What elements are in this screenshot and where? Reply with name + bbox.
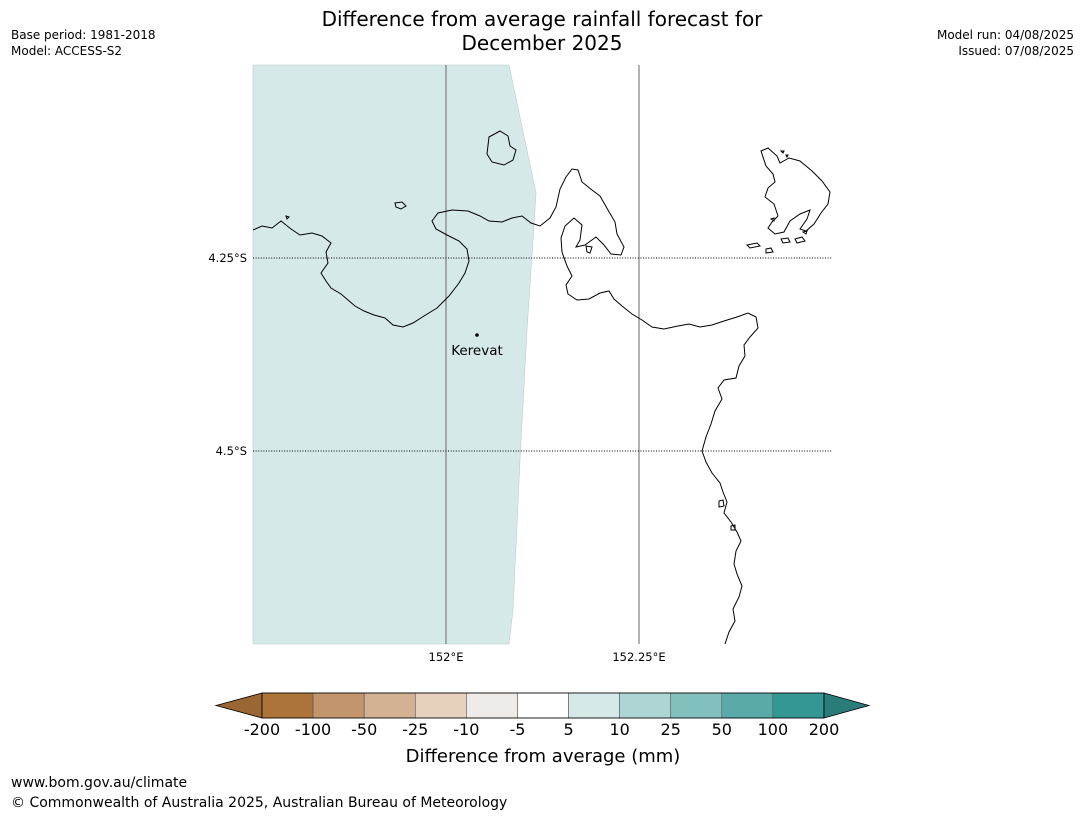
colorbar-tick-label: 10 — [609, 720, 629, 739]
lon-label-152e: 152°E — [429, 650, 464, 664]
kerevat-marker — [475, 333, 479, 337]
colorbar-cell — [363, 692, 416, 719]
base-period-text: Base period: 1981-2018 — [11, 28, 156, 42]
islands-east — [760, 147, 831, 235]
title-line-2: December 2025 — [461, 31, 623, 55]
graticule — [253, 65, 832, 644]
colorbar-cell — [414, 692, 467, 719]
islet-east-4 — [794, 236, 806, 244]
colorbar-cell — [619, 692, 672, 719]
issued-text: Issued: 07/08/2025 — [958, 44, 1074, 58]
run-info: Model run: 04/08/2025 Issued: 07/08/2025 — [937, 27, 1074, 59]
colorbar-cell — [721, 692, 774, 719]
colorbar-tick-label: -100 — [295, 720, 331, 739]
forecast-map: Kerevat 4.25°S 4.5°S 152°E 152.25°E -200… — [208, 64, 871, 767]
coast-west — [252, 168, 759, 645]
kerevat-label: Kerevat — [451, 343, 503, 359]
islet-south-1 — [718, 499, 725, 508]
colorbar-tick-label: 25 — [661, 720, 681, 739]
colorbar-cell — [466, 692, 518, 719]
island-north — [486, 130, 517, 166]
colorbar-over-arrow — [823, 692, 871, 719]
footer-copyright: © Commonwealth of Australia 2025, Austra… — [11, 795, 508, 811]
islet-east-3 — [780, 237, 791, 244]
colorbar-under-arrow — [214, 692, 263, 719]
title-line-1: Difference from average rainfall forecas… — [321, 7, 763, 31]
colorbar-tick-label: -10 — [453, 720, 479, 739]
islet-east-5 — [769, 217, 775, 222]
lat-label-4-25s: 4.25°S — [208, 251, 247, 265]
colorbar-tick-label: -5 — [509, 720, 525, 739]
colorbar-cell — [568, 692, 620, 719]
coastline — [252, 130, 831, 645]
islet-west — [285, 215, 290, 220]
colorbar-tick-label: -200 — [244, 720, 280, 739]
colorbar-tick-labels: -200 -100 -50 -25 -10 -5 5 10 25 50 100 200 — [244, 720, 839, 739]
model-run-text: Model run: 04/08/2025 — [936, 28, 1074, 42]
model-name-text: Model: ACCESS-S2 — [11, 44, 123, 58]
islet-ne-1 — [779, 150, 785, 154]
colorbar-tick-label: -25 — [402, 720, 428, 739]
lon-label-152-25e: 152.25°E — [612, 650, 665, 664]
islet-south-2 — [730, 524, 736, 531]
colorbar-tick-label: -50 — [351, 720, 377, 739]
islet-ne-2 — [785, 154, 789, 159]
colorbar: -200 -100 -50 -25 -10 -5 5 10 25 50 100 200 Differe… — [214, 692, 871, 767]
colorbar-tick-label: 50 — [712, 720, 732, 739]
shaded-region-5-10 — [252, 64, 537, 645]
footer-url[interactable]: www.bom.gov.au/climate — [11, 775, 188, 791]
islet-east-1 — [745, 242, 762, 249]
map-title: Difference from average rainfall forecas… — [242, 7, 842, 55]
colorbar-title: Difference from average (mm) — [406, 746, 681, 767]
colorbar-cells — [261, 692, 825, 719]
colorbar-cell — [517, 692, 569, 719]
colorbar-tick-label: 200 — [809, 720, 840, 739]
colorbar-cell — [312, 692, 365, 719]
islet-bay — [585, 245, 593, 254]
colorbar-cell — [261, 692, 314, 719]
islet-east-2 — [765, 247, 774, 254]
lat-label-4-5s: 4.5°S — [216, 444, 247, 458]
colorbar-cell — [670, 692, 723, 719]
colorbar-tick-label: 5 — [563, 720, 573, 739]
colorbar-tick-label: 100 — [758, 720, 789, 739]
colorbar-cell — [772, 692, 825, 719]
island-small-west — [394, 201, 407, 210]
islet-east-6 — [801, 230, 808, 235]
model-info: Base period: 1981-2018 Model: ACCESS-S2 — [11, 27, 156, 59]
